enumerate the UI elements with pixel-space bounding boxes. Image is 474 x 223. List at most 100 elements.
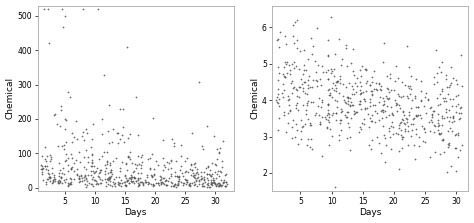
Point: [449, 114, 456, 118]
Point: [89, 160, 96, 164]
Point: [58, 171, 65, 175]
Point: [362, 89, 370, 92]
Point: [420, 105, 428, 108]
Point: [106, 142, 113, 145]
Point: [310, 44, 317, 47]
Point: [61, 14, 69, 18]
Point: [331, 52, 338, 56]
Point: [206, 185, 214, 188]
Point: [324, 78, 332, 81]
Point: [182, 178, 189, 182]
Point: [209, 181, 217, 184]
Point: [324, 102, 332, 106]
Point: [210, 181, 218, 184]
Point: [307, 124, 315, 127]
Point: [167, 174, 175, 178]
Point: [61, 159, 68, 163]
Point: [454, 82, 461, 86]
Point: [408, 134, 415, 138]
Point: [98, 178, 106, 182]
Point: [427, 118, 435, 122]
Point: [392, 98, 399, 101]
Point: [289, 62, 296, 66]
Point: [173, 174, 181, 178]
Point: [38, 155, 46, 158]
Point: [325, 77, 332, 81]
Point: [314, 105, 322, 108]
Point: [299, 124, 307, 128]
Point: [366, 83, 374, 86]
Point: [171, 174, 179, 178]
Point: [354, 110, 361, 114]
Point: [312, 112, 319, 115]
Point: [77, 160, 84, 164]
Point: [346, 105, 354, 108]
Point: [160, 163, 167, 167]
Point: [118, 161, 126, 164]
Point: [350, 112, 358, 116]
Point: [68, 156, 76, 159]
Point: [335, 37, 343, 41]
Point: [104, 182, 112, 185]
Point: [111, 184, 119, 188]
Point: [153, 181, 160, 185]
Point: [204, 165, 212, 169]
Point: [328, 95, 336, 99]
Point: [456, 116, 464, 119]
Point: [155, 181, 162, 184]
Point: [386, 72, 394, 76]
Point: [172, 185, 180, 189]
Point: [280, 114, 288, 117]
Point: [106, 179, 114, 182]
Point: [391, 88, 398, 91]
Point: [84, 156, 91, 159]
Point: [352, 90, 360, 94]
Point: [375, 101, 383, 104]
Point: [337, 119, 344, 122]
Point: [318, 155, 326, 158]
Point: [358, 127, 365, 131]
Point: [293, 46, 301, 49]
Point: [180, 183, 187, 187]
Point: [283, 43, 290, 46]
Point: [49, 178, 57, 182]
Point: [446, 97, 454, 101]
Point: [387, 148, 394, 151]
Point: [214, 170, 222, 173]
Point: [386, 136, 393, 139]
Point: [222, 180, 229, 183]
Point: [106, 161, 114, 164]
Point: [134, 177, 142, 180]
Point: [325, 116, 333, 119]
Point: [117, 137, 124, 140]
Point: [212, 183, 220, 187]
Point: [363, 68, 370, 72]
Point: [191, 180, 198, 184]
Point: [135, 178, 142, 182]
Point: [198, 184, 205, 188]
Point: [150, 184, 157, 188]
Point: [148, 174, 155, 178]
Point: [362, 99, 369, 103]
Point: [339, 94, 346, 98]
Point: [281, 65, 288, 68]
Point: [208, 172, 216, 176]
Point: [425, 97, 432, 101]
Point: [279, 95, 287, 99]
Point: [394, 92, 402, 96]
Point: [144, 182, 152, 186]
Point: [363, 67, 370, 70]
Point: [434, 118, 442, 122]
Point: [88, 153, 96, 157]
Point: [424, 98, 431, 102]
Point: [452, 94, 460, 98]
Point: [416, 114, 424, 117]
Point: [55, 178, 63, 182]
Point: [215, 181, 222, 184]
Point: [418, 99, 425, 102]
Point: [88, 183, 96, 186]
Point: [122, 176, 130, 179]
Point: [366, 100, 374, 104]
Point: [128, 178, 135, 181]
Point: [160, 176, 168, 179]
